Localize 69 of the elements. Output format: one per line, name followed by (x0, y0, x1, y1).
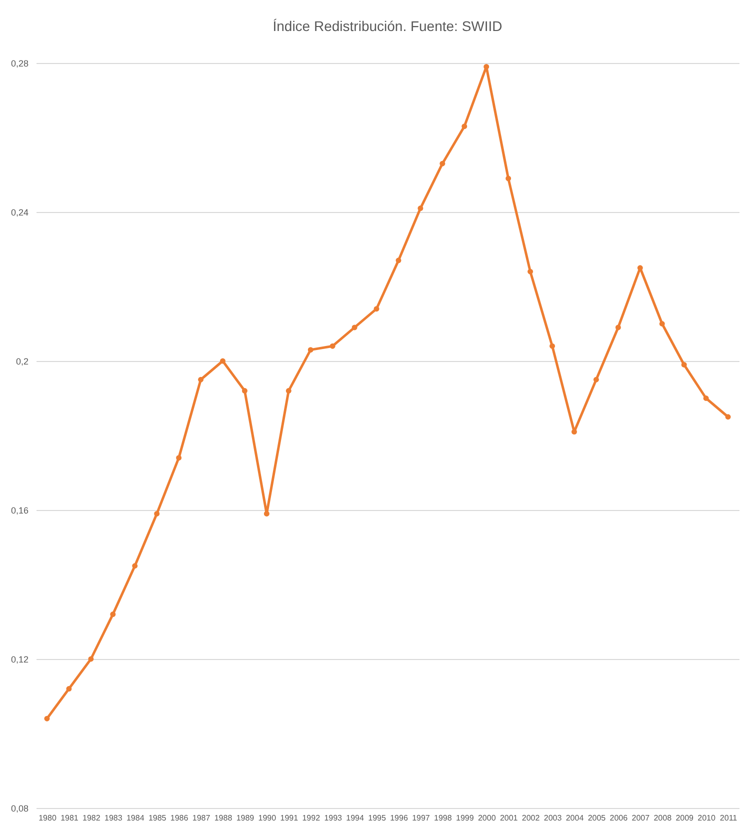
point (571, 429, 577, 435)
point (198, 376, 204, 382)
x-tick-label: 1997 (412, 814, 430, 822)
x-tick-label: 1999 (456, 814, 474, 822)
x-tick-label: 1987 (192, 814, 211, 822)
y-tick-label: 0,12 (10, 654, 28, 664)
point (528, 268, 534, 274)
y-tick-label: 0,28 (10, 58, 28, 68)
y-tick-label: 0,16 (10, 506, 28, 516)
point (286, 388, 292, 394)
x-tick-label: 1988 (214, 814, 233, 822)
point (110, 612, 116, 618)
x-tick-label: 2001 (500, 814, 518, 822)
point (506, 176, 512, 182)
x-tick-label: 1990 (258, 814, 277, 822)
point (484, 64, 490, 70)
point (396, 258, 402, 264)
point (308, 347, 314, 353)
point (88, 656, 94, 662)
point (176, 455, 182, 461)
x-tick-label: 1984 (126, 814, 145, 822)
x-tick-label: 2003 (544, 814, 562, 822)
y-tick-label: 0,24 (10, 208, 28, 218)
chart-title: Índice Redistribución. Fuente: SWIID (272, 18, 502, 34)
x-tick-label: 2006 (610, 814, 628, 822)
x-tick-label: 2009 (676, 814, 694, 822)
x-tick-label: 1989 (236, 814, 255, 822)
point (550, 343, 556, 349)
point (418, 206, 424, 212)
x-tick-label: 2004 (566, 814, 584, 822)
x-tick-label: 2002 (522, 814, 540, 822)
point (330, 343, 336, 349)
y-tick-label: 0,2 (16, 356, 28, 366)
x-tick-label: 2000 (478, 814, 496, 822)
x-tick-label: 2008 (654, 814, 672, 822)
x-tick-label: 2011 (720, 814, 738, 822)
x-tick-label: 1983 (104, 814, 123, 822)
x-tick-label: 1991 (280, 814, 299, 822)
y-tick-label: 0,08 (10, 804, 28, 814)
point (440, 160, 446, 166)
point (615, 324, 621, 330)
x-tick-label: 1993 (324, 814, 343, 822)
point (703, 396, 709, 401)
point (154, 510, 160, 516)
point (132, 563, 138, 569)
x-tick-label: 1981 (60, 814, 79, 822)
x-tick-label: 1985 (148, 814, 167, 822)
x-tick-label: 1996 (390, 814, 408, 822)
x-tick-label: 1995 (368, 814, 386, 822)
x-tick-label: 1986 (170, 814, 189, 822)
point (462, 124, 468, 130)
point (44, 716, 50, 722)
point (681, 362, 687, 368)
x-tick-label: 1992 (302, 814, 321, 822)
x-tick-label: 1994 (346, 814, 364, 822)
x-tick-label: 1980 (38, 814, 57, 822)
point (220, 358, 226, 364)
point (593, 376, 599, 382)
point (242, 388, 248, 394)
point (352, 324, 358, 330)
point (659, 321, 665, 326)
x-tick-label: 1998 (434, 814, 452, 822)
x-tick-label: 1982 (82, 814, 101, 822)
point (725, 414, 731, 420)
x-tick-label: 2007 (632, 814, 650, 822)
x-tick-label: 2010 (698, 814, 716, 822)
point (66, 686, 72, 692)
x-tick-label: 2005 (588, 814, 606, 822)
point (374, 306, 380, 312)
